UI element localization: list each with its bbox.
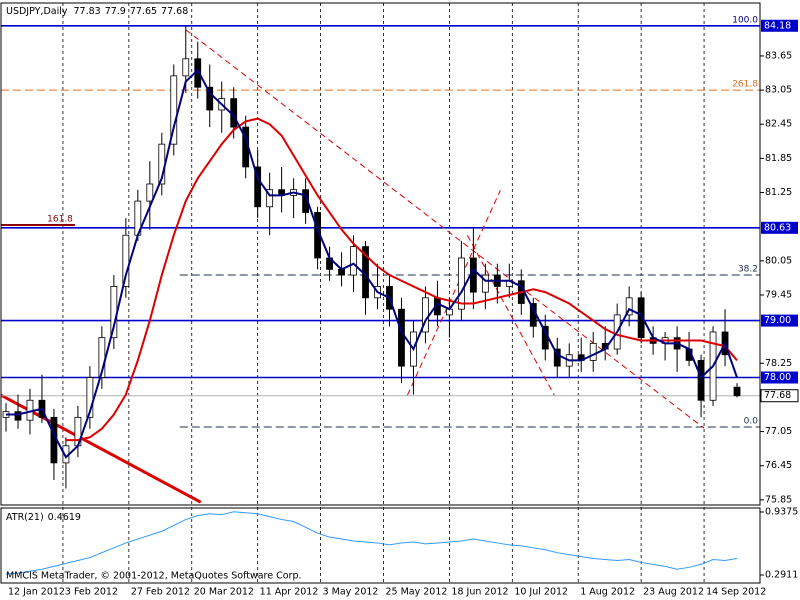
chart-title: USDJPY,Daily [6, 6, 68, 17]
candle-body [170, 75, 178, 145]
fib-label: 100.0 [732, 15, 758, 25]
footer: MMCIS MetaTrader, © 2001-2012, MetaQuote… [6, 571, 302, 582]
candle-body [122, 234, 130, 287]
x-tick-label: 1 Aug 2012 [580, 587, 635, 598]
fib-label: 38.2 [738, 265, 758, 275]
last-close: 77.68 [161, 6, 188, 17]
x-tick-label: 23 Aug 2012 [643, 587, 704, 598]
last-low: 77.65 [130, 6, 157, 17]
y-tick-label: 82.45 [765, 119, 792, 130]
candle-body [457, 257, 465, 310]
level-price-box [761, 19, 798, 32]
trend-line [407, 190, 501, 396]
main-frame [0, 2, 761, 506]
moving-average [6, 68, 738, 459]
level-price-box [761, 371, 798, 384]
candle-body [637, 297, 645, 339]
fib-label: 161.8 [47, 214, 73, 224]
candle-body [206, 86, 214, 111]
y-tick-label: 75.85 [765, 494, 792, 505]
candle-body [733, 386, 741, 397]
y-tick-label: 76.45 [765, 460, 792, 471]
candle-body [254, 166, 262, 208]
level-price-box [761, 221, 798, 234]
indicator-name: ATR(21) [6, 512, 44, 523]
candle-body [481, 274, 489, 293]
y-tick-label: 77.05 [765, 426, 792, 437]
candle-body [14, 411, 22, 421]
x-tick-label: 27 Feb 2012 [131, 587, 190, 598]
indicator-frame [0, 507, 761, 584]
x-tick-label: 3 May 2012 [323, 587, 379, 598]
last-high: 77.9 [105, 6, 126, 17]
plot-layer: 12 Jan 2012 3 Feb 2012 27 Feb 2012 20 Mar 2… [0, 3, 799, 598]
moving-average [65, 117, 738, 442]
level-price-label: 84.18 [764, 20, 791, 31]
level-price-label: 80.63 [764, 222, 791, 233]
trend-line [0, 393, 202, 504]
indicator-tick-label: 0.9375 [765, 506, 798, 517]
candle-body [553, 348, 561, 367]
x-tick-label: 18 Jun 2012 [451, 587, 508, 598]
x-tick-label: 12 Jan 2012 [8, 587, 65, 598]
trend-line [466, 234, 555, 396]
level-price-label: 78.00 [764, 372, 791, 383]
indicator-line [5, 511, 738, 575]
candle-body [182, 58, 190, 77]
candle-body [146, 183, 154, 202]
candle-body [86, 377, 94, 418]
current-price-box [760, 389, 799, 403]
fib-label: 261.8 [732, 80, 758, 90]
candle-body [697, 360, 705, 401]
y-tick-label: 83.05 [765, 85, 792, 96]
y-tick-label: 81.25 [765, 187, 792, 198]
candle-body [266, 189, 274, 208]
current-price-label: 77.68 [764, 390, 791, 401]
indicator-tick-label: 0.2911 [765, 569, 798, 580]
x-tick-label: 3 Feb 2012 [65, 587, 118, 598]
candle-body [398, 308, 405, 367]
x-tick-label: 14 Sep 2012 [706, 587, 766, 598]
y-tick-label: 81.85 [765, 153, 792, 164]
level-price-label: 79.00 [764, 315, 791, 326]
chart-header: USDJPY,Daily 77.83 77.9 77.65 77.68 [6, 6, 188, 17]
indicator-header: ATR(21) 0.4619 [6, 512, 81, 523]
candle-body [625, 297, 633, 316]
last-open: 77.83 [73, 6, 100, 17]
y-tick-label: 78.25 [765, 358, 792, 369]
x-tick-label: 10 Jul 2012 [514, 587, 568, 598]
y-tick-label: 80.05 [765, 255, 792, 266]
x-tick-label: 25 May 2012 [385, 587, 447, 598]
x-tick-label: 11 Apr 2012 [260, 587, 319, 598]
candle-body [589, 342, 597, 361]
level-price-box [761, 314, 798, 327]
y-tick-label: 79.45 [765, 289, 792, 300]
indicator-last: 0.4619 [48, 512, 81, 523]
candle-body [350, 246, 357, 276]
y-tick-label: 83.65 [765, 50, 792, 61]
trend-line [185, 29, 705, 429]
x-tick-label: 20 Mar 2012 [194, 587, 254, 598]
fib-label: 0.0 [744, 417, 759, 427]
